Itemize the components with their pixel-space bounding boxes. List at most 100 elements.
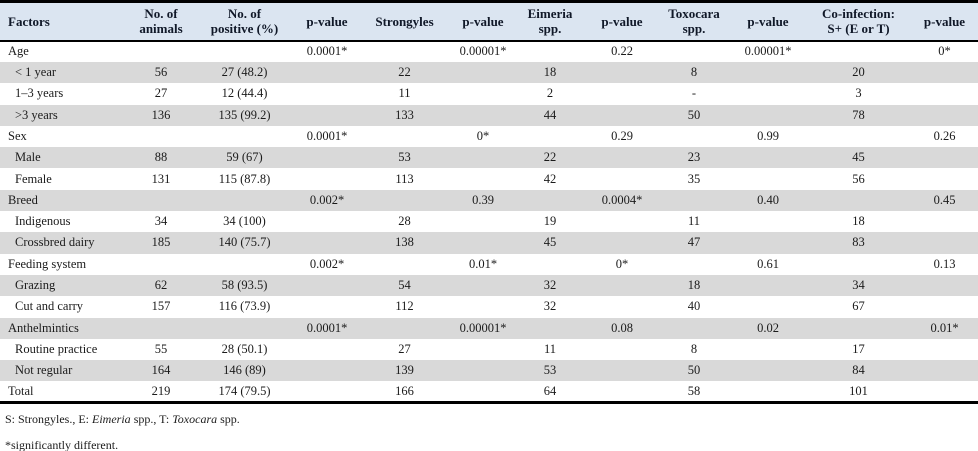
table-cell bbox=[730, 83, 806, 104]
table-cell: 101 bbox=[849, 383, 868, 398]
table-cell: 27 bbox=[154, 86, 168, 101]
column-header-10: p-value bbox=[730, 1, 806, 42]
table-cell bbox=[586, 232, 658, 253]
table-row-1-3-years: 1–3 years 27 12 (44.4) 11 2 - 3 bbox=[0, 83, 978, 104]
table-footnotes: S: Strongyles., E: Eimeria spp., T: Toxo… bbox=[0, 404, 978, 451]
column-header-8: p-value bbox=[586, 1, 658, 42]
factor-label: Feeding system bbox=[8, 256, 87, 271]
factor-label: Male bbox=[15, 150, 41, 165]
factor-label: >3 years bbox=[15, 107, 58, 122]
table-cell bbox=[452, 360, 514, 381]
table-cell: 0.002* bbox=[309, 256, 345, 271]
table-cell: 84 bbox=[852, 363, 865, 378]
table-cell: 20 bbox=[852, 65, 865, 80]
table-row-anthelmintics: Anthelmintics 0.0001* 0.00001* 0.08 0.02 0.01… bbox=[0, 317, 978, 339]
table-cell bbox=[730, 275, 806, 296]
table-cell bbox=[297, 232, 357, 253]
table-cell: 166 bbox=[395, 383, 414, 398]
table-cell bbox=[357, 190, 452, 211]
table-cell: 0.0001* bbox=[306, 44, 348, 59]
table-cell bbox=[658, 190, 730, 211]
table-cell bbox=[452, 339, 514, 360]
table-cell bbox=[452, 296, 514, 317]
factor-label: Crossbred dairy bbox=[15, 235, 95, 250]
table-cell: 34 (100) bbox=[223, 214, 266, 229]
table-row-routine-practice: Routine practice 55 28 (50.1) 27 11 8 17 bbox=[0, 339, 978, 360]
table-cell: 27 bbox=[398, 341, 411, 356]
table-row-male: Male 88 59 (67) 53 22 23 45 bbox=[0, 147, 978, 169]
table-cell bbox=[192, 190, 297, 211]
table-cell bbox=[297, 105, 357, 126]
table-row-3-years: >3 years 136 135 (99.2) 133 44 50 78 bbox=[0, 104, 978, 126]
table-cell bbox=[297, 381, 357, 402]
table-cell: 42 bbox=[543, 171, 557, 186]
factor-label: Age bbox=[8, 44, 29, 59]
table-cell bbox=[911, 211, 978, 232]
column-header-9: Toxocara spp. bbox=[658, 1, 730, 42]
factor-label: Cut and carry bbox=[15, 299, 84, 314]
table-cell: 0* bbox=[938, 44, 951, 59]
table-cell: 0.002* bbox=[309, 192, 345, 207]
table-cell bbox=[514, 41, 586, 62]
table-cell bbox=[357, 126, 452, 147]
table-cell bbox=[130, 318, 192, 339]
table-cell bbox=[130, 254, 192, 275]
table-cell bbox=[658, 254, 730, 275]
table-cell: 0.40 bbox=[757, 192, 779, 207]
table-cell: 2 bbox=[546, 86, 554, 101]
table-cell bbox=[911, 275, 978, 296]
table-cell bbox=[586, 275, 658, 296]
table-cell: - bbox=[691, 86, 697, 101]
table-row-breed: Breed 0.002* 0.39 0.0004* 0.40 0.45 bbox=[0, 189, 978, 212]
table-cell: 140 (75.7) bbox=[218, 235, 271, 250]
footnote-text: S: Strongyles., E: bbox=[5, 412, 93, 427]
column-header-11: Co-infection: S+ (E or T) bbox=[806, 1, 911, 42]
table-cell: 115 (87.8) bbox=[218, 171, 271, 186]
table-cell: 0.99 bbox=[757, 128, 779, 143]
table-cell: 131 bbox=[151, 171, 171, 186]
table-cell bbox=[297, 168, 357, 189]
column-header-4: p-value bbox=[297, 1, 357, 42]
table-cell: 32 bbox=[543, 299, 557, 314]
table-cell: 47 bbox=[687, 235, 701, 250]
table-cell: 11 bbox=[543, 341, 557, 356]
table-cell: 50 bbox=[687, 107, 701, 122]
table-cell bbox=[297, 211, 357, 232]
table-cell bbox=[730, 339, 806, 360]
table-cell bbox=[192, 318, 297, 339]
table-cell: 138 bbox=[395, 235, 414, 250]
table-cell bbox=[806, 41, 911, 62]
table-cell: 22 bbox=[398, 65, 411, 80]
table-cell: 40 bbox=[687, 299, 701, 314]
table-cell: 34 bbox=[852, 278, 865, 293]
table-cell bbox=[911, 296, 978, 317]
column-header-1: Factors bbox=[0, 1, 130, 42]
table-cell: 67 bbox=[852, 299, 865, 314]
table-cell bbox=[730, 232, 806, 253]
table-cell: 88 bbox=[154, 150, 168, 165]
factor-label: Anthelmintics bbox=[8, 320, 79, 335]
table-cell: 0.22 bbox=[611, 44, 633, 59]
species-name: Eimeria bbox=[92, 412, 131, 427]
table-cell bbox=[911, 339, 978, 360]
table-cell: 0.13 bbox=[933, 256, 956, 271]
table-cell bbox=[130, 190, 192, 211]
table-cell bbox=[297, 62, 357, 83]
table-cell bbox=[586, 168, 658, 189]
table-cell bbox=[192, 254, 297, 275]
table-row-age: Age 0.0001* 0.00001* 0.22 0.00001* 0* bbox=[0, 41, 978, 62]
table-row-sex: Sex 0.0001* 0* 0.29 0.99 0.26 bbox=[0, 126, 978, 147]
column-header-3: No. of positive (%) bbox=[192, 1, 297, 42]
table-cell: 219 bbox=[151, 383, 171, 398]
table-cell bbox=[192, 41, 297, 62]
table-cell bbox=[586, 147, 658, 168]
table-cell: 135 (99.2) bbox=[218, 107, 271, 122]
table-cell: 0.08 bbox=[611, 320, 633, 335]
table-cell: 0.00001* bbox=[459, 320, 507, 335]
table-cell: 19 bbox=[543, 214, 557, 229]
table-cell bbox=[514, 254, 586, 275]
table-row-cut-and-carry: Cut and carry 157 116 (73.9) 112 32 40 67 bbox=[0, 296, 978, 317]
table-cell bbox=[452, 211, 514, 232]
table-cell: 17 bbox=[852, 341, 865, 356]
table-cell: 27 (48.2) bbox=[221, 65, 268, 80]
